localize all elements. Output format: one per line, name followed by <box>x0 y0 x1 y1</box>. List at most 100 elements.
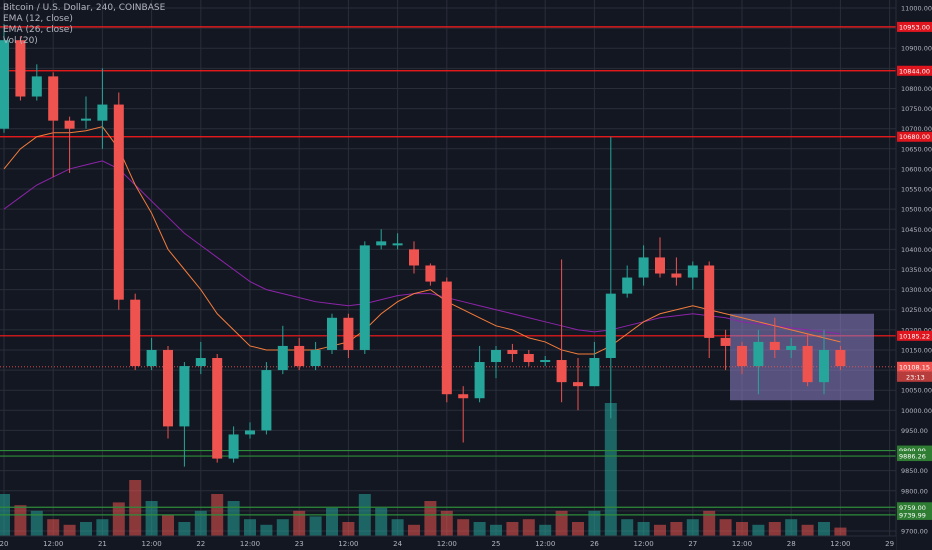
volume-bar <box>555 510 568 536</box>
resistance-tag: 10680.00 <box>899 133 930 141</box>
volume-bar <box>162 515 174 536</box>
candle-body <box>737 345 747 367</box>
volume-bar <box>588 510 601 536</box>
volume-bar <box>260 524 273 536</box>
volume-bar <box>440 510 453 536</box>
y-tick-label: 10650.00 <box>901 145 932 153</box>
resistance-tag: 10844.00 <box>899 67 930 75</box>
y-tick-label: 10050.00 <box>901 387 932 395</box>
y-tick-label: 10800.00 <box>901 85 932 93</box>
x-tick-label: 20 <box>0 540 8 548</box>
support-tag-bg <box>897 502 932 513</box>
candle-body <box>392 243 403 246</box>
candle-body <box>327 317 337 350</box>
y-tick-label: 9850.00 <box>901 467 928 475</box>
volume-bar <box>686 519 699 536</box>
volume-bar <box>572 522 584 536</box>
candle-body <box>277 345 288 371</box>
last-price-tag: 10108.15 <box>899 363 930 371</box>
y-tick-label: 10000.00 <box>901 407 932 415</box>
volume-bar <box>522 519 535 536</box>
x-tick-label: 24 <box>393 540 402 548</box>
candle-body <box>523 353 534 363</box>
candle-body <box>0 40 9 129</box>
x-tick-label: 12:00 <box>338 540 358 548</box>
y-tick-label: 10600.00 <box>901 165 932 173</box>
range-zone <box>730 313 874 401</box>
volume-bar <box>637 522 650 536</box>
candle-body <box>212 358 223 459</box>
candle-body <box>638 257 649 278</box>
candle-body <box>655 257 665 274</box>
ema26-line <box>3 160 841 335</box>
candle-body <box>573 382 583 387</box>
countdown-tag-bg <box>897 371 932 382</box>
volume-bar <box>63 524 76 536</box>
candle-body <box>704 265 715 338</box>
volume-bar <box>309 516 322 536</box>
symbol-title: Bitcoin / U.S. Dollar, 240, COINBASE <box>3 3 166 13</box>
support-tag-bg <box>897 509 932 520</box>
volume-bar <box>276 519 289 536</box>
candle-body <box>81 118 91 121</box>
candle-body <box>261 370 272 431</box>
candle-body <box>474 362 485 399</box>
volume-legend: Vol (20) <box>3 36 38 46</box>
volume-bar <box>818 522 830 536</box>
y-tick-label: 10900.00 <box>901 45 932 53</box>
candle-body <box>441 281 452 395</box>
x-tick-label: 25 <box>492 540 501 548</box>
y-tick-label: 10700.00 <box>901 125 932 133</box>
candle-body <box>195 358 206 367</box>
support-tag: 9739.99 <box>899 511 926 519</box>
ema26-legend: EMA (26, close) <box>3 25 73 35</box>
y-tick-label: 10350.00 <box>901 266 932 274</box>
candle-body <box>802 345 813 383</box>
volume-bar <box>719 519 732 536</box>
y-tick-label: 10550.00 <box>901 186 932 194</box>
candle-body <box>359 245 370 350</box>
volume-bar <box>326 508 338 536</box>
candle-body <box>835 349 846 367</box>
y-tick-label: 10300.00 <box>901 286 932 294</box>
volume-bar <box>490 524 502 536</box>
volume-bar <box>654 524 666 536</box>
volume-bar <box>752 524 765 536</box>
y-tick-label: 10450.00 <box>901 226 932 234</box>
volume-bar <box>80 522 92 536</box>
resistance-tag: 10953.00 <box>899 23 930 31</box>
candle-body <box>458 394 469 399</box>
support-tag: 9759.00 <box>899 504 926 512</box>
volume-bar <box>834 527 847 536</box>
x-tick-label: 27 <box>688 540 697 548</box>
y-tick-label: 10200.00 <box>901 326 932 334</box>
volume-bar <box>227 501 240 536</box>
candle-body <box>622 277 633 294</box>
x-tick-label: 29 <box>885 540 894 548</box>
support-tag-bg <box>897 445 932 456</box>
x-tick-label: 12:00 <box>732 540 752 548</box>
volume-bar <box>801 524 814 536</box>
candle-body <box>589 358 600 387</box>
volume-bar <box>14 505 27 536</box>
volume-bar <box>785 519 798 536</box>
volume-bar <box>47 519 60 536</box>
candle-body <box>671 273 682 278</box>
candle-body <box>228 434 239 459</box>
candle-body <box>425 265 436 282</box>
volume-bar <box>178 522 191 536</box>
volume-bar <box>96 519 109 536</box>
volume-bar <box>293 510 306 536</box>
volume-bar <box>604 403 617 536</box>
x-tick-label: 21 <box>98 540 107 548</box>
candle-body <box>64 120 75 129</box>
candle-body <box>409 249 419 266</box>
resistance-tag-bg <box>897 131 932 142</box>
volume-bar <box>539 524 552 536</box>
time-axis-bg <box>0 536 896 550</box>
candle-body <box>753 341 764 367</box>
y-tick-label: 10500.00 <box>901 206 932 214</box>
candle-body <box>113 104 124 300</box>
